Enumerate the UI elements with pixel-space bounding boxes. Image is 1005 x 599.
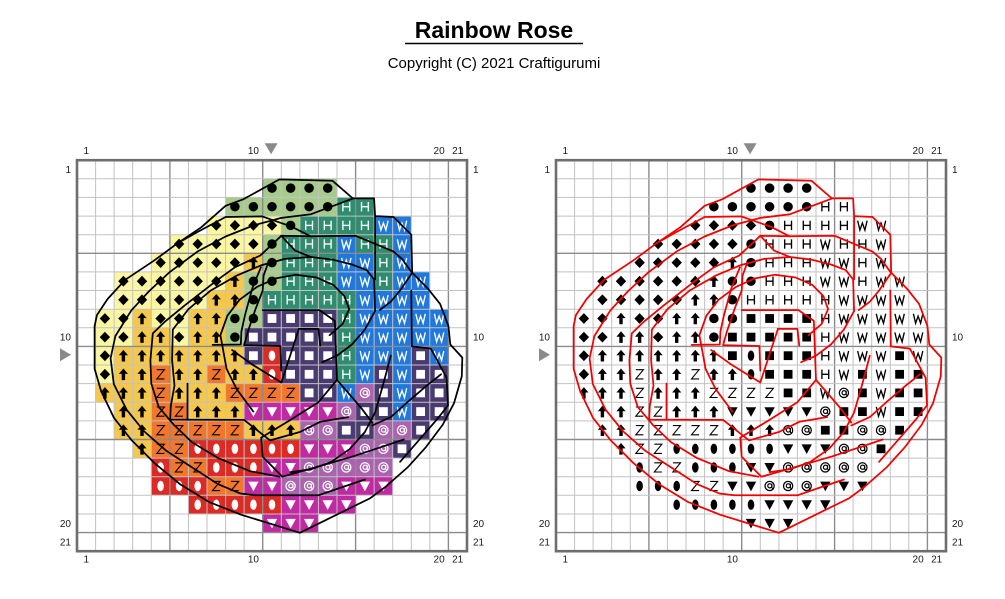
- svg-text:20: 20: [952, 519, 964, 530]
- svg-text:21: 21: [452, 146, 464, 157]
- svg-text:20: 20: [434, 555, 446, 566]
- svg-text:1: 1: [952, 165, 958, 176]
- svg-text:10: 10: [248, 146, 260, 157]
- svg-text:10: 10: [248, 555, 260, 566]
- svg-text:1: 1: [84, 555, 90, 566]
- svg-text:20: 20: [473, 519, 485, 530]
- svg-text:20: 20: [539, 519, 551, 530]
- svg-text:21: 21: [931, 555, 943, 566]
- svg-text:21: 21: [473, 537, 485, 548]
- svg-text:20: 20: [913, 146, 925, 157]
- svg-text:21: 21: [539, 537, 551, 548]
- svg-text:21: 21: [931, 146, 943, 157]
- svg-text:20: 20: [434, 146, 446, 157]
- svg-text:1: 1: [65, 165, 71, 176]
- svg-text:21: 21: [452, 555, 464, 566]
- svg-text:10: 10: [60, 333, 72, 344]
- svg-text:10: 10: [473, 333, 485, 344]
- svg-text:10: 10: [727, 146, 739, 157]
- svg-text:1: 1: [563, 555, 569, 566]
- svg-text:Copyright (C) 2021 Craftigurum: Copyright (C) 2021 Craftigurumi: [388, 55, 601, 72]
- svg-text:1: 1: [563, 146, 569, 157]
- svg-text:10: 10: [539, 333, 551, 344]
- svg-text:21: 21: [952, 537, 964, 548]
- svg-text:1: 1: [473, 165, 479, 176]
- svg-text:10: 10: [952, 333, 964, 344]
- svg-text:20: 20: [913, 555, 925, 566]
- svg-text:Rainbow Rose: Rainbow Rose: [415, 17, 573, 43]
- svg-text:20: 20: [60, 519, 72, 530]
- svg-text:21: 21: [60, 537, 72, 548]
- svg-text:1: 1: [84, 146, 90, 157]
- svg-text:1: 1: [544, 165, 550, 176]
- svg-text:10: 10: [727, 555, 739, 566]
